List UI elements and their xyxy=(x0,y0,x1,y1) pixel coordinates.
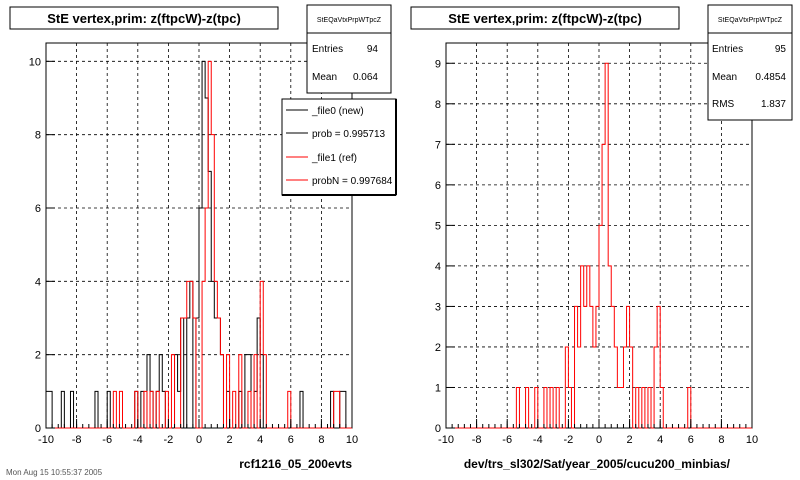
right-y-tick-label: 4 xyxy=(435,261,441,273)
left-stats-name: StEQaVtxPrpWTpcZ xyxy=(317,17,382,24)
right-x-tick-label: -2 xyxy=(564,434,574,446)
left-x-tick-label: -4 xyxy=(133,434,143,446)
left-y-tick-label: 2 xyxy=(35,350,41,362)
right-y-tick-label: 6 xyxy=(435,180,441,192)
right-stats-box: StEQaVtxPrpWTpcZ Entries 95 Mean 0.4854 … xyxy=(707,4,793,121)
right-x-tick-label: 0 xyxy=(596,434,602,446)
left-y-tick-label: 8 xyxy=(35,130,41,142)
left-stats-box: StEQaVtxPrpWTpcZ Entries 94 Mean 0.064 xyxy=(306,4,392,94)
right-title-box xyxy=(410,6,680,30)
left-stats-mean-value: 0.064 xyxy=(353,72,378,83)
right-x-tick-label: -8 xyxy=(472,434,482,446)
left-series-group xyxy=(45,60,352,429)
legend-label-prob: prob = 0.995713 xyxy=(312,129,386,140)
right-x-tick-label: -4 xyxy=(533,434,543,446)
left-x-tick-label: -6 xyxy=(102,434,112,446)
left-x-tick-label: 0 xyxy=(196,434,202,446)
right-series-0-outline xyxy=(446,62,752,429)
left-x-tick-label: -2 xyxy=(164,434,174,446)
right-x-tick-label: -6 xyxy=(502,434,512,446)
left-x-tick-label: 4 xyxy=(257,434,263,446)
right-chart-title: StE vertex,prim: z(ftpcW)-z(tpc) xyxy=(448,11,642,26)
right-stats-rms-value: 1.837 xyxy=(761,99,786,110)
legend-label-probn: probN = 0.997684 xyxy=(312,176,393,187)
right-y-ticks: 0 1 2 3 4 5 6 7 8 9 xyxy=(435,58,455,435)
right-grid xyxy=(446,43,752,428)
left-y-tick-label: 6 xyxy=(35,203,41,215)
right-stats-rms-label: RMS xyxy=(712,99,735,110)
left-x-tick-label: 2 xyxy=(227,434,233,446)
left-title-box xyxy=(9,6,279,30)
right-x-tick-label: 10 xyxy=(746,434,758,446)
left-stats-entries-value: 94 xyxy=(367,44,379,55)
right-x-tick-label: -10 xyxy=(438,434,454,446)
right-y-tick-label: 2 xyxy=(435,342,441,354)
left-stats-entries-label: Entries xyxy=(312,44,343,55)
legend-entry-file0: _file0 (new) xyxy=(286,106,364,117)
right-y-tick-label: 3 xyxy=(435,301,441,313)
left-stats-mean-label: Mean xyxy=(312,72,337,83)
right-stats-mean-label: Mean xyxy=(712,72,737,83)
right-y-tick-label: 7 xyxy=(435,139,441,151)
right-y-tick-label: 1 xyxy=(435,382,441,394)
left-y-tick-label: 10 xyxy=(29,56,41,68)
right-x-tick-label: 8 xyxy=(718,434,724,446)
left-x-tick-label: 6 xyxy=(288,434,294,446)
left-legend: _file0 (new) prob = 0.995713 _file1 (ref… xyxy=(281,98,397,196)
right-x-tick-label: 2 xyxy=(627,434,633,446)
right-series-group xyxy=(446,62,752,429)
right-y-tick-label: 8 xyxy=(435,99,441,111)
left-chart-title: StE vertex,prim: z(ftpcW)-z(tpc) xyxy=(47,11,241,26)
right-stats-entries-value: 95 xyxy=(775,44,787,55)
right-y-tick-label: 9 xyxy=(435,58,441,70)
left-y-tick-label: 4 xyxy=(35,276,41,288)
right-y-tick-label: 5 xyxy=(435,220,441,232)
left-x-tick-label: -10 xyxy=(38,434,54,446)
legend-entry-file1: _file1 (ref) xyxy=(286,153,357,164)
legend-entry-probn: probN = 0.997684 xyxy=(286,176,393,187)
right-stats-name: StEQaVtxPrpWTpcZ xyxy=(718,17,783,24)
right-y-tick-label: 0 xyxy=(435,423,441,435)
right-stats-entries-label: Entries xyxy=(712,44,743,55)
left-x-tick-label: 10 xyxy=(346,434,358,446)
right-histogram-panel: -10 -8 -6 -4 -2 0 2 4 6 8 10 0 1 2 3 4 5 6 7 8 9 StE vertex… xyxy=(410,4,793,471)
left-x-tick-label: 8 xyxy=(318,434,324,446)
left-y-ticks: 0 2 4 6 8 10 xyxy=(29,56,55,435)
legend-label-file0: _file0 (new) xyxy=(311,106,364,117)
right-stats-mean-value: 0.4854 xyxy=(755,72,786,83)
left-series-1-outline xyxy=(46,60,352,429)
legend-entry-prob: prob = 0.995713 xyxy=(286,129,386,140)
left-x-axis-label: rcf1216_05_200evts xyxy=(239,457,352,471)
legend-label-file1: _file1 (ref) xyxy=(311,153,357,164)
right-x-tick-label: 6 xyxy=(688,434,694,446)
left-x-ticks: -10 -8 -6 -4 -2 0 2 4 6 8 10 xyxy=(38,419,358,446)
left-y-tick-label: 0 xyxy=(35,423,41,435)
left-x-tick-label: -8 xyxy=(72,434,82,446)
left-histogram-panel: -10 -8 -6 -4 -2 0 2 4 6 8 10 0 2 4 6 8 10 StE vertex,pr… xyxy=(9,4,397,471)
right-x-axis-label: dev/trs_sl302/Sat/year_2005/cucu200_minb… xyxy=(464,457,731,471)
right-x-ticks: -10 -8 -6 -4 -2 0 2 4 6 8 10 xyxy=(438,419,758,446)
footer-timestamp: Mon Aug 15 10:55:37 2005 xyxy=(6,468,103,477)
right-x-tick-label: 4 xyxy=(657,434,663,446)
